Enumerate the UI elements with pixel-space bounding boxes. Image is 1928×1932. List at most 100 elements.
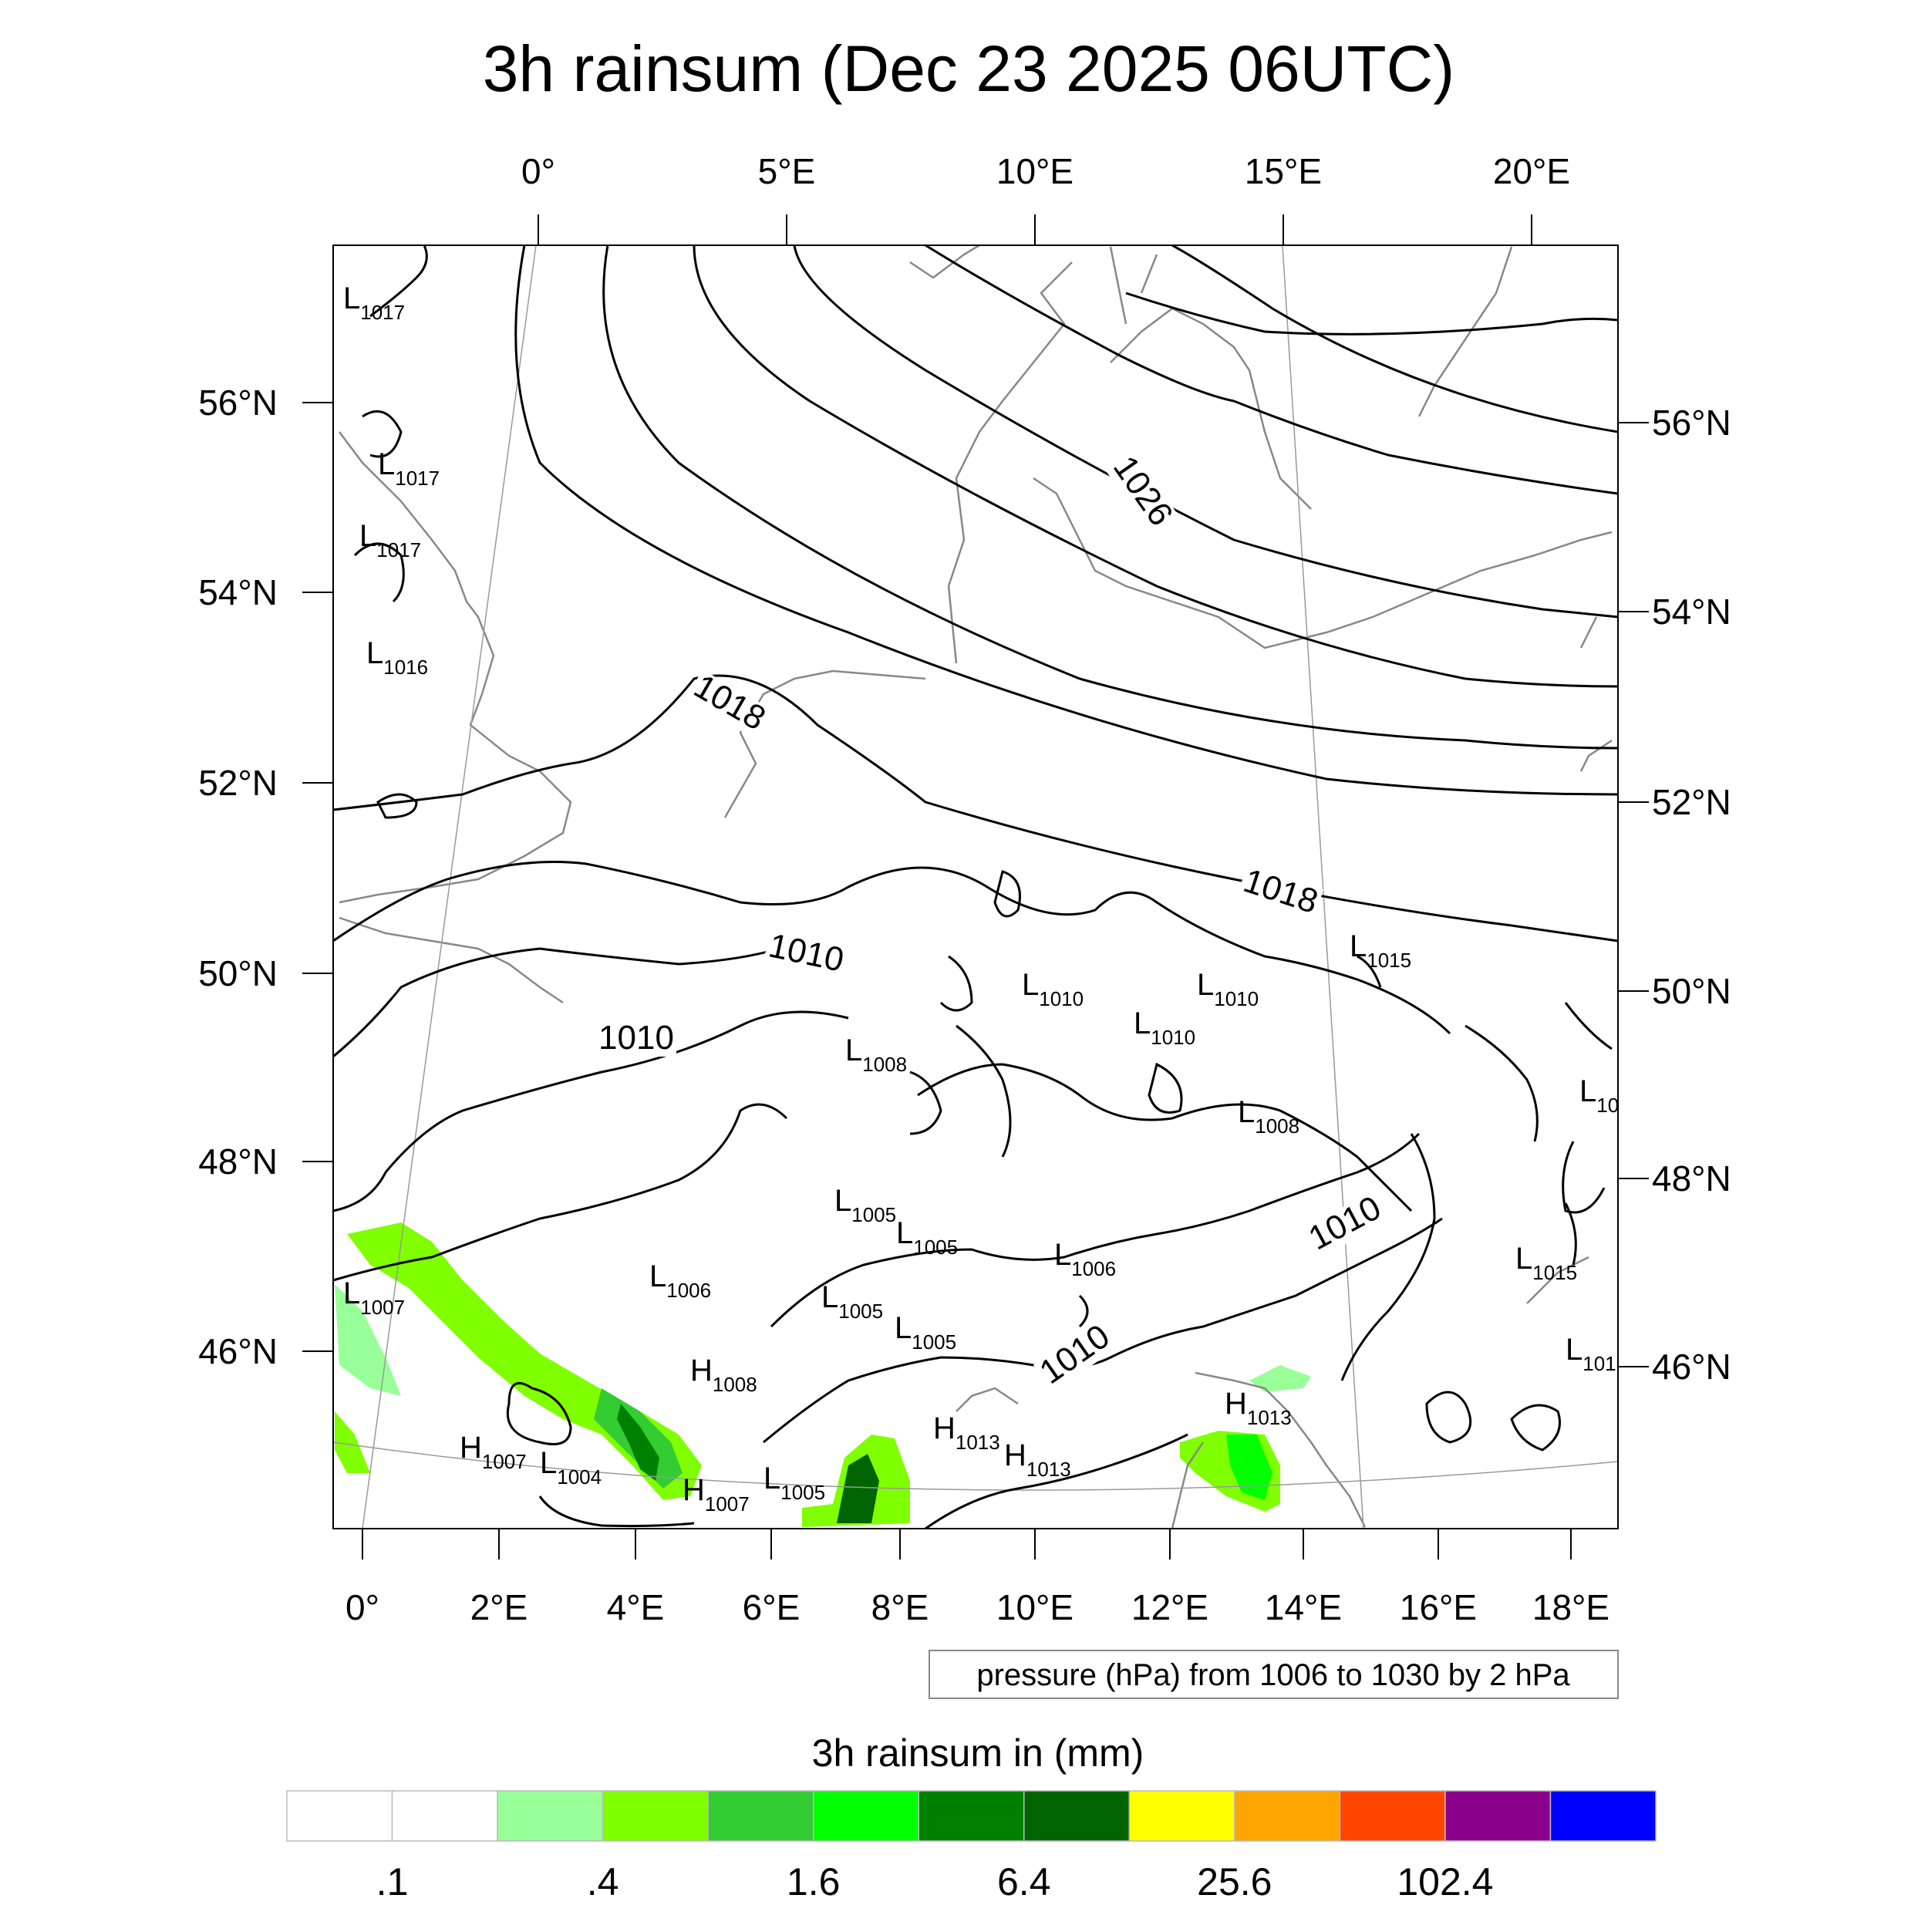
contour-label-bg — [1236, 865, 1324, 922]
low-pressure-label: L1008 — [845, 1033, 907, 1076]
low-pressure-label: L1005 — [834, 1184, 896, 1226]
colorbar-tick-label: 1.6 — [787, 1860, 841, 1903]
low-pressure-label: L1005 — [896, 1216, 958, 1259]
left-latitude-labels: 56°N 54°N 52°N 50°N 48°N 46°N — [198, 383, 278, 1371]
rain-area-slovenia-mid — [1226, 1435, 1272, 1500]
right-lat-label: 48°N — [1652, 1158, 1731, 1199]
bottom-lon-label: 0° — [345, 1587, 379, 1627]
high-pressure-label: H1007 — [460, 1431, 527, 1473]
contour-label-bg — [1033, 1319, 1119, 1393]
low-pressure-label: L1017 — [343, 282, 405, 324]
bottom-lon-label: 6°E — [743, 1587, 801, 1627]
map-frame — [332, 244, 1619, 1529]
axis-ticks — [302, 214, 1649, 1559]
isobars — [333, 245, 1618, 1529]
colorbar-swatch — [1549, 1790, 1657, 1842]
left-lat-label: 50°N — [198, 953, 278, 993]
bottom-lon-label: 4°E — [607, 1587, 665, 1627]
colorbar-swatch — [286, 1790, 393, 1842]
bottom-lon-label: 10°E — [996, 1587, 1074, 1627]
bottom-lon-label: 18°E — [1532, 1587, 1609, 1627]
colorbar-swatch — [812, 1790, 919, 1842]
low-pressure-label: L1008 — [1238, 1095, 1299, 1138]
high-pressure-label: H1013 — [933, 1411, 1000, 1454]
low-pressure-label: L1004 — [540, 1446, 602, 1489]
precipitation-areas — [335, 1222, 1311, 1527]
colorbar-swatch — [918, 1790, 1025, 1842]
colorbar-swatch — [602, 1790, 709, 1842]
pressure-note: pressure (hPa) from 1006 to 1030 by 2 hP… — [976, 1658, 1570, 1692]
map-title: 3h rainsum (Dec 23 2025 06UTC) — [483, 32, 1455, 105]
graticule — [333, 245, 1618, 1529]
colorbar-swatch — [497, 1790, 604, 1842]
contour-label-bg — [1104, 449, 1178, 535]
right-lat-label: 46°N — [1652, 1347, 1731, 1387]
low-pressure-label: L1017 — [359, 519, 421, 561]
low-pressure-label: L1005 — [763, 1462, 825, 1504]
rain-area-north-slovenia — [1249, 1365, 1311, 1392]
right-lat-label: 54°N — [1652, 592, 1731, 632]
low-pressure-label: L1015 — [1515, 1242, 1577, 1284]
rain-area-alps-heavy — [837, 1454, 879, 1523]
colorbar — [286, 1790, 1657, 1842]
high-pressure-label: H1008 — [690, 1354, 757, 1396]
bottom-lon-label: 16°E — [1400, 1587, 1477, 1627]
high-pressure-label: H1013 — [1004, 1438, 1071, 1481]
colorbar-swatch — [1128, 1790, 1235, 1842]
left-lat-label: 52°N — [198, 763, 278, 803]
colorbar-swatch — [1444, 1790, 1552, 1842]
bottom-longitude-labels: 0° 2°E 4°E 6°E 8°E 10°E 12°E 14°E 16°E 1… — [345, 1587, 1609, 1627]
colorbar-tick-label: 6.4 — [997, 1860, 1051, 1903]
contour-label-bg — [763, 929, 849, 980]
contour-label-bg — [685, 669, 773, 740]
top-lon-label: 10°E — [996, 151, 1074, 191]
low-pressure-label: L1005 — [821, 1280, 883, 1323]
colorbar-swatch — [1234, 1790, 1341, 1842]
low-pressure-label: L1015 — [1350, 929, 1411, 972]
top-lon-label: 5°E — [758, 151, 816, 191]
colorbar-title: 3h rainsum in (mm) — [812, 1731, 1144, 1775]
low-pressure-label: L10 — [1579, 1074, 1619, 1117]
top-lon-label: 20°E — [1493, 151, 1570, 191]
bottom-lon-label: 12°E — [1131, 1587, 1208, 1627]
colorbar-swatch — [391, 1790, 498, 1842]
low-pressure-label: L1017 — [378, 447, 440, 490]
top-lon-label: 0° — [521, 151, 555, 191]
low-pressure-label: L1007 — [343, 1276, 405, 1319]
low-pressure-label: L1006 — [649, 1259, 711, 1302]
low-pressure-label: L1010 — [1134, 1006, 1195, 1049]
left-lat-label: 54°N — [198, 572, 278, 612]
pressure-note-box — [929, 1650, 1619, 1699]
colorbar-swatch — [707, 1790, 814, 1842]
colorbar-tick-label: 102.4 — [1397, 1860, 1493, 1903]
bottom-lon-label: 8°E — [871, 1587, 929, 1627]
low-pressure-label: L101 — [1566, 1333, 1616, 1375]
top-lon-label: 15°E — [1245, 151, 1322, 191]
top-longitude-labels: 0° 5°E 10°E 15°E 20°E — [521, 151, 1570, 191]
right-lat-label: 56°N — [1652, 403, 1731, 443]
contour-label: 1010 — [598, 1019, 674, 1057]
low-pressure-label: L1010 — [1022, 968, 1084, 1010]
low-pressure-label: L1010 — [1197, 968, 1259, 1010]
right-latitude-labels: 56°N 54°N 52°N 50°N 48°N 46°N — [1652, 403, 1731, 1387]
bottom-lon-label: 14°E — [1265, 1587, 1342, 1627]
left-lat-label: 48°N — [198, 1141, 278, 1182]
left-lat-label: 56°N — [198, 383, 278, 423]
colorbar-tick-label: 25.6 — [1197, 1860, 1272, 1903]
colorbar-tick-label: .1 — [376, 1860, 409, 1903]
right-lat-label: 52°N — [1652, 782, 1731, 822]
left-lat-label: 46°N — [198, 1331, 278, 1371]
colorbar-swatch — [1023, 1790, 1131, 1842]
coastlines — [339, 245, 1613, 1529]
map-area — [333, 245, 1618, 1529]
bottom-lon-label: 2°E — [470, 1587, 528, 1627]
colorbar-tick-labels: .1 .4 1.6 6.4 25.6 102.4 — [376, 1860, 1494, 1903]
low-pressure-label: L1016 — [366, 636, 428, 679]
colorbar-swatch — [1339, 1790, 1446, 1842]
low-pressure-label: L1005 — [895, 1311, 956, 1354]
high-pressure-label: H1007 — [683, 1473, 750, 1516]
colorbar-tick-label: .4 — [587, 1860, 619, 1903]
contour-label-bg — [596, 1023, 676, 1057]
